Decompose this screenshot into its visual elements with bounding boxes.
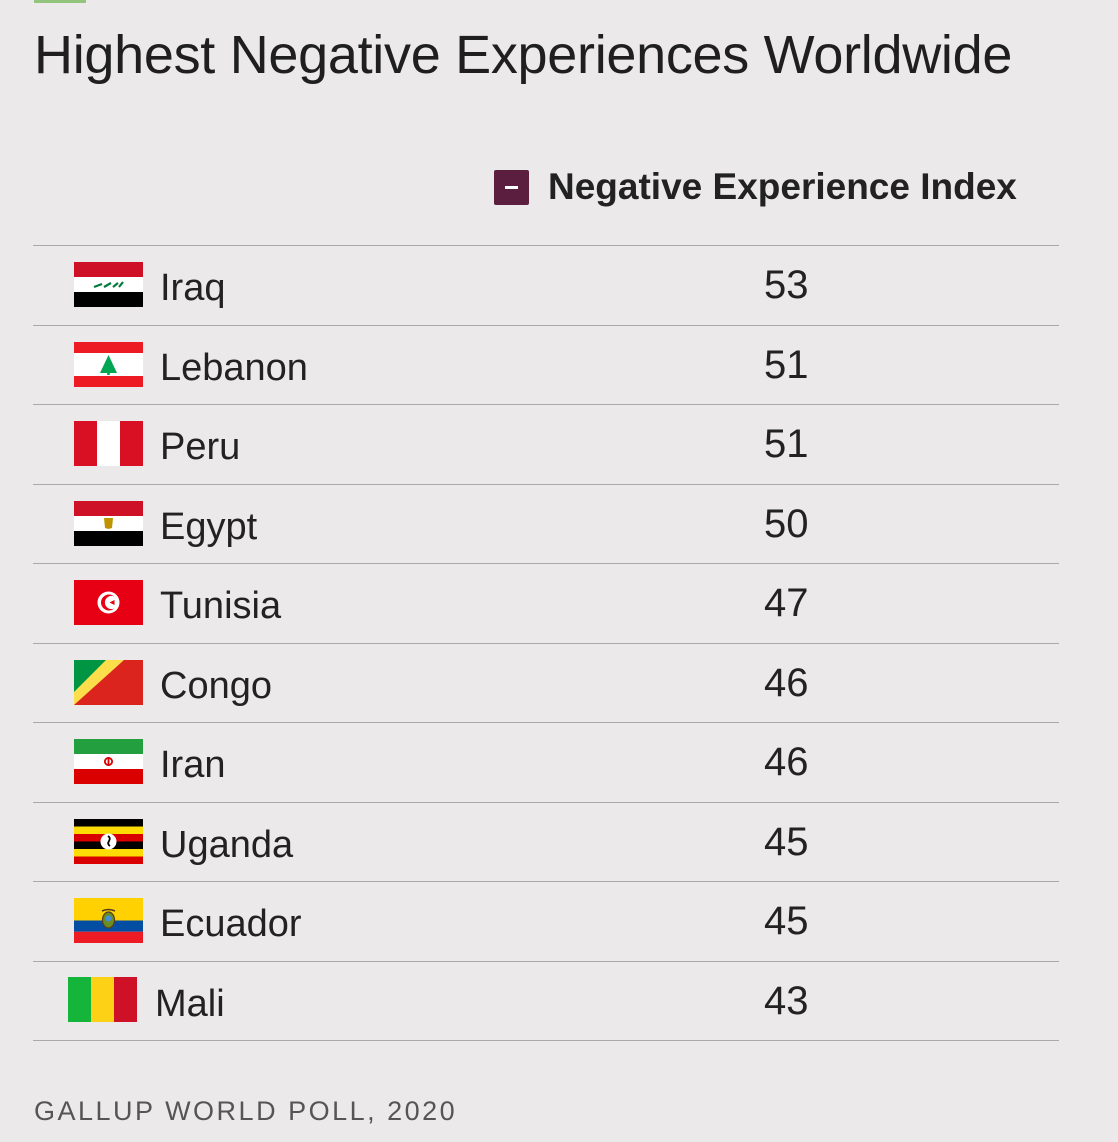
accent-bar [34, 0, 86, 3]
table-row: Peru 51 [33, 405, 1059, 485]
legend: Negative Experience Index [494, 166, 1017, 208]
index-value: 46 [764, 660, 809, 705]
mali-flag-icon [68, 976, 137, 1022]
page-title: Highest Negative Experiences Worldwide [34, 25, 1013, 85]
uganda-flag-icon [74, 818, 143, 864]
tunisia-flag-icon [74, 580, 143, 625]
index-value: 53 [764, 263, 809, 307]
country-name: Lebanon [160, 346, 308, 389]
country-name: Egypt [160, 505, 258, 548]
index-value: 45 [764, 899, 809, 943]
source-note: GALLUP WORLD POLL, 2020 [34, 1096, 458, 1126]
legend-label: Negative Experience Index [548, 166, 1017, 207]
index-value: 45 [764, 819, 809, 864]
egypt-flag-icon [74, 500, 143, 546]
congo-flag-icon [74, 659, 143, 705]
table-row: Ecuador 45 [33, 882, 1059, 962]
index-value: 51 [764, 342, 809, 387]
table-row: Congo 46 [33, 644, 1059, 723]
index-value: 50 [764, 501, 809, 546]
country-name: Tunisia [160, 585, 282, 627]
country-name: Iran [160, 744, 226, 786]
table-row: Tunisia 47 [33, 564, 1059, 644]
index-value: 46 [764, 740, 809, 784]
country-name: Uganda [160, 823, 294, 866]
lebanon-flag-icon [74, 341, 143, 387]
country-name: Iraq [160, 267, 226, 309]
ranking-table: Iraq 53 Lebanon 51 Peru 51 Egypt 50 [33, 245, 1059, 1041]
index-value: 51 [764, 422, 809, 466]
table-row: Iran 46 [33, 723, 1059, 803]
table-row: Uganda 45 [33, 803, 1059, 882]
iran-flag-icon [74, 739, 143, 784]
ecuador-flag-icon [74, 898, 143, 943]
table-row: Lebanon 51 [33, 326, 1059, 405]
table-row: Egypt 50 [33, 485, 1059, 564]
country-name: Mali [155, 982, 225, 1025]
iraq-flag-icon [74, 262, 143, 307]
index-value: 43 [764, 978, 809, 1023]
table-row: Iraq 53 [33, 246, 1059, 326]
country-name: Peru [160, 426, 241, 468]
table-row: Mali 43 [33, 962, 1059, 1041]
country-name: Ecuador [160, 903, 302, 945]
country-name: Congo [160, 664, 272, 707]
minus-icon[interactable] [494, 169, 529, 205]
index-value: 47 [764, 581, 809, 625]
peru-flag-icon [74, 421, 143, 466]
